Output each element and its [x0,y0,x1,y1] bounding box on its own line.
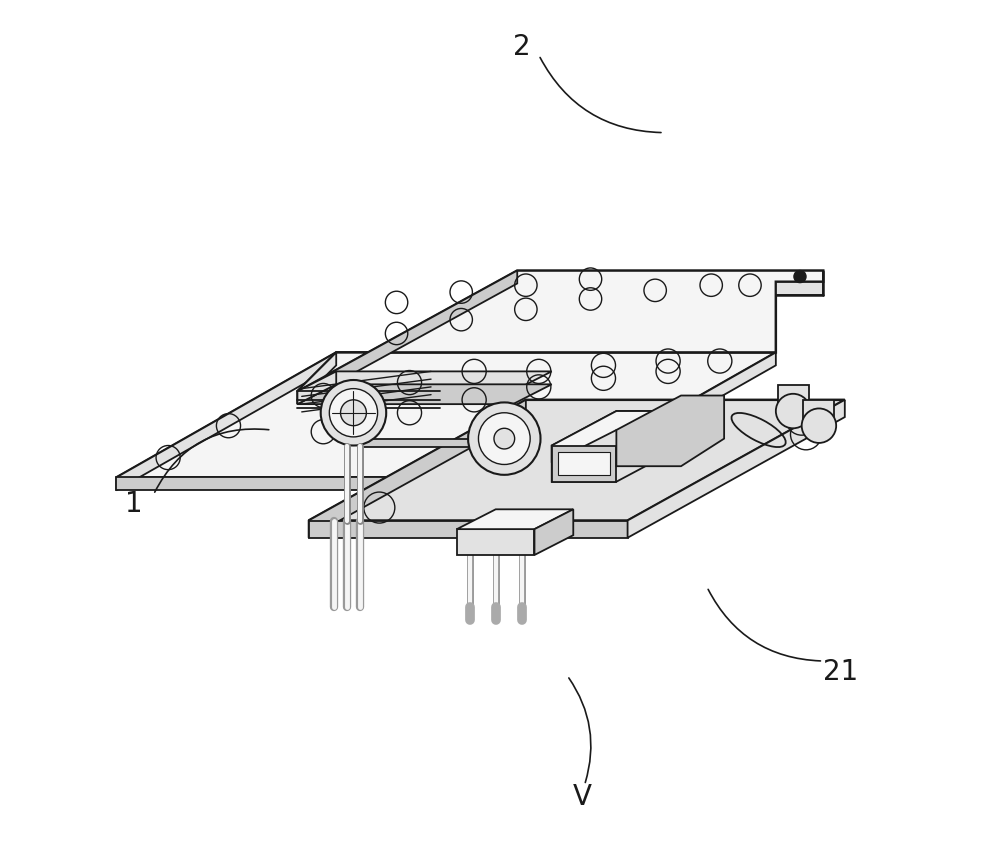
Text: 2: 2 [513,34,530,61]
Polygon shape [297,372,552,392]
Text: 21: 21 [823,658,858,685]
Polygon shape [628,400,845,538]
Circle shape [494,429,515,449]
Circle shape [802,409,836,443]
Polygon shape [552,446,616,482]
Polygon shape [552,412,681,482]
Polygon shape [309,400,845,521]
Polygon shape [116,478,556,491]
Polygon shape [457,510,573,530]
Polygon shape [297,271,517,405]
Circle shape [776,394,810,429]
Polygon shape [552,412,681,463]
Text: 1: 1 [125,490,142,517]
Polygon shape [297,353,336,405]
Polygon shape [309,521,628,538]
Polygon shape [616,396,724,467]
Circle shape [341,400,366,426]
Polygon shape [803,400,834,426]
Polygon shape [778,386,809,412]
Polygon shape [116,353,776,478]
Circle shape [468,403,541,475]
Polygon shape [116,353,336,491]
Circle shape [478,413,530,465]
Polygon shape [297,372,336,405]
Text: V: V [572,783,591,810]
Circle shape [794,271,806,283]
Polygon shape [776,282,823,295]
Polygon shape [534,510,573,555]
Polygon shape [556,353,776,491]
Polygon shape [457,530,534,555]
Polygon shape [362,439,504,448]
Polygon shape [558,452,610,475]
Circle shape [329,389,378,437]
Polygon shape [309,400,526,538]
Polygon shape [297,385,552,405]
Circle shape [321,381,386,446]
Polygon shape [297,271,823,392]
